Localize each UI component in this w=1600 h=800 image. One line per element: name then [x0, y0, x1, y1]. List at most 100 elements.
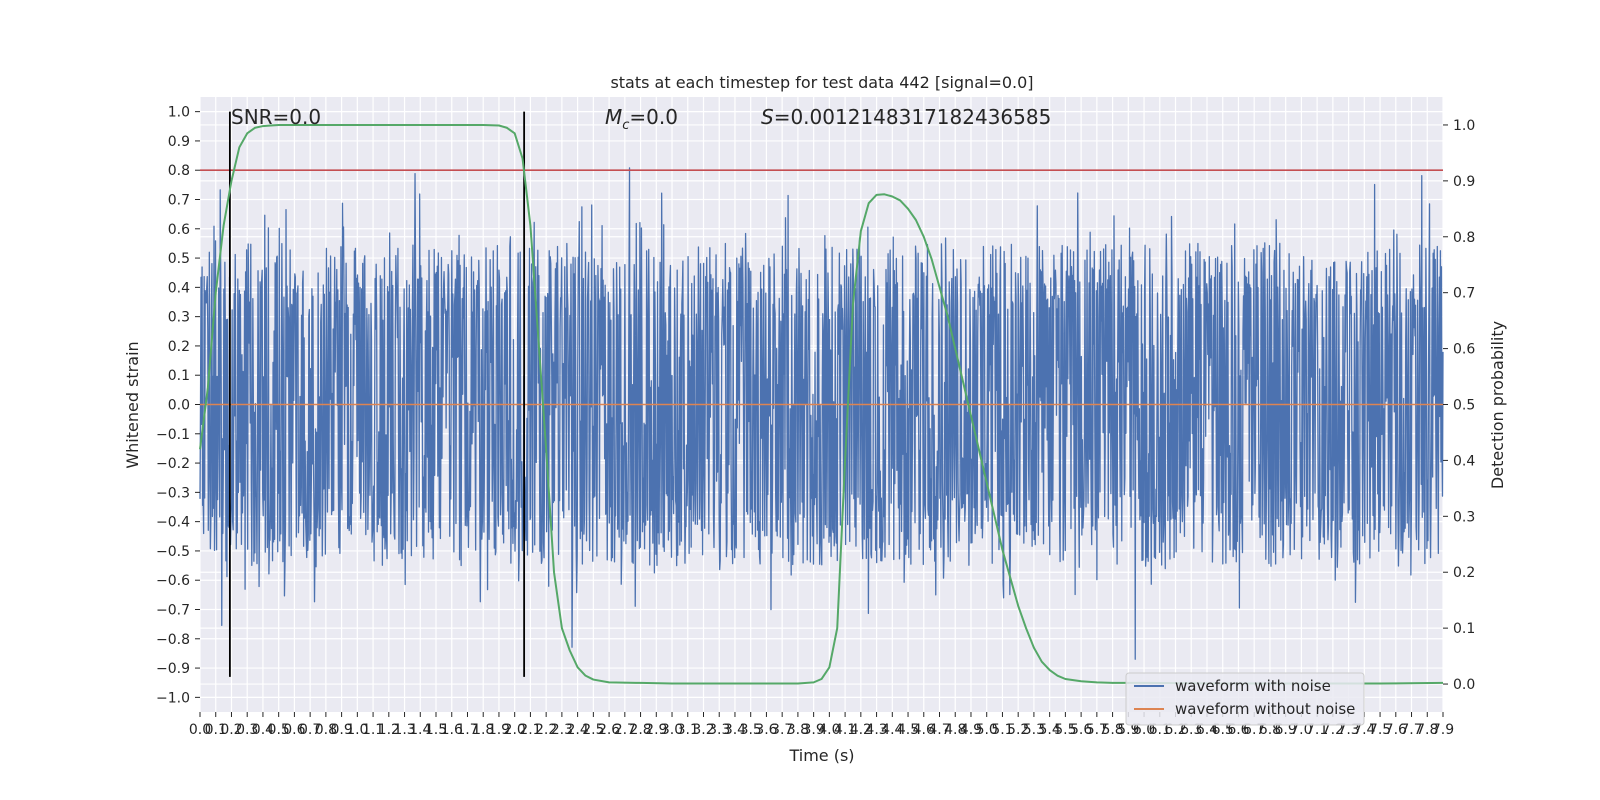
x-tick-label: 2.0	[504, 722, 526, 738]
x-tick-label: 4.9	[960, 722, 982, 738]
y-right-tick-label: 0.3	[1453, 509, 1475, 525]
x-tick-label: 7.3	[1337, 722, 1359, 738]
x-tick-label: 3.4	[724, 722, 746, 738]
x-tick-label: 6.2	[1164, 722, 1186, 738]
y-tick-label: −0.5	[156, 544, 190, 560]
series-waveform-with-noise	[199, 167, 1444, 660]
x-tick-label: 3.2	[692, 722, 714, 738]
x-tick-label: 1.3	[393, 722, 415, 738]
x-tick-label: 3.7	[771, 722, 793, 738]
annotation-mc: Mc=0.0	[605, 105, 678, 133]
x-tick-label: 6.3	[1180, 722, 1202, 738]
x-tick-label: 0.5	[268, 722, 290, 738]
y-tick-label: −0.2	[156, 456, 190, 472]
legend-box	[1125, 672, 1365, 726]
x-tick-label: 4.8	[944, 722, 966, 738]
y-tick-label: −0.6	[156, 573, 190, 589]
annotation-mc-value: =0.0	[629, 105, 678, 129]
x-tick-label: 2.3	[551, 722, 573, 738]
x-tick-label: 6.0	[1133, 722, 1155, 738]
x-tick-label: 7.6	[1385, 722, 1407, 738]
x-tick-label: 2.8	[629, 722, 651, 738]
vertical-markers	[228, 111, 526, 677]
y-right-tick-label: 0.0	[1453, 677, 1475, 693]
x-tick-label: 2.5	[582, 722, 604, 738]
y-tick-label: 0.7	[168, 193, 190, 209]
y-tick-label: −0.8	[156, 632, 190, 648]
annotation-s-value: =0.0012148317182436585	[774, 105, 1052, 129]
waveform-with-noise-line	[199, 167, 1444, 660]
x-tick-label: 1.8	[472, 722, 494, 738]
x-tick-label: 4.2	[850, 722, 872, 738]
x-tick-label: 2.7	[614, 722, 636, 738]
y-right-tick-label: 0.9	[1453, 174, 1475, 190]
x-tick-label: 2.4	[566, 722, 588, 738]
x-tick-label: 6.5	[1212, 722, 1234, 738]
y-tick-label: 0.2	[168, 339, 190, 355]
x-tick-label: 0.6	[283, 722, 305, 738]
y-tick-label: 0.9	[168, 134, 190, 150]
x-tick-label: 0.9	[330, 722, 352, 738]
y-tick-label: 0.6	[168, 222, 190, 238]
legend-label-clean: waveform without noise	[1175, 700, 1355, 718]
y-right-tick-label: 0.4	[1453, 453, 1475, 469]
x-tick-label: 0.1	[205, 722, 227, 738]
x-tick-label: 3.8	[787, 722, 809, 738]
x-tick-label: 1.4	[409, 722, 431, 738]
y-right-tick-label: 0.8	[1453, 230, 1475, 246]
x-tick-label: 4.4	[881, 722, 903, 738]
x-tick-label: 1.7	[456, 722, 478, 738]
x-tick-label: 5.6	[1070, 722, 1092, 738]
x-tick-label: 5.4	[1039, 722, 1061, 738]
x-tick-label: 3.3	[708, 722, 730, 738]
x-tick-label: 6.1	[1149, 722, 1171, 738]
y-tick-label: 0.4	[168, 280, 190, 296]
x-tick-label: 4.7	[928, 722, 950, 738]
y-right-tick-label: 0.5	[1453, 398, 1475, 414]
x-tick-label: 5.9	[1117, 722, 1139, 738]
x-tick-label: 4.0	[818, 722, 840, 738]
x-tick-label: 4.5	[897, 722, 919, 738]
x-tick-label: 6.7	[1243, 722, 1265, 738]
legend-label-noise: waveform with noise	[1175, 677, 1331, 695]
x-tick-label: 0.2	[220, 722, 242, 738]
y-right-tick-label: 0.2	[1453, 565, 1475, 581]
x-tick-label: 3.1	[677, 722, 699, 738]
annotation-mc-symbol: M	[605, 105, 622, 129]
x-tick-label: 5.8	[1101, 722, 1123, 738]
x-tick-label: 1.9	[488, 722, 510, 738]
y-tick-label: 0.8	[168, 163, 190, 179]
annotation-s: S=0.0012148317182436585	[761, 105, 1051, 129]
x-tick-label: 5.1	[991, 722, 1013, 738]
y-tick-label: −0.9	[156, 661, 190, 677]
x-tick-label: 5.3	[1023, 722, 1045, 738]
x-tick-label: 3.9	[803, 722, 825, 738]
x-tick-label: 7.4	[1353, 722, 1375, 738]
legend: waveform with noise waveform without noi…	[1125, 672, 1365, 726]
y-tick-label: 0.0	[168, 398, 190, 414]
y-tick-label: 0.5	[168, 251, 190, 267]
y-tick-label: −0.3	[156, 485, 190, 501]
x-tick-label: 7.2	[1322, 722, 1344, 738]
detection-probability-line	[199, 123, 1444, 685]
x-tick-label: 0.3	[236, 722, 258, 738]
x-tick-label: 7.7	[1400, 722, 1422, 738]
chart-title: stats at each timestep for test data 442…	[610, 73, 1033, 92]
x-tick-label: 3.0	[661, 722, 683, 738]
x-tick-label: 1.2	[378, 722, 400, 738]
x-tick-label: 4.1	[834, 722, 856, 738]
x-tick-label: 7.5	[1369, 722, 1391, 738]
y-tick-label: −0.4	[156, 515, 190, 531]
y-right-tick-label: 1.0	[1453, 118, 1475, 134]
y-tick-label: 0.1	[168, 368, 190, 384]
x-tick-label: 1.1	[362, 722, 384, 738]
x-tick-label: 4.6	[913, 722, 935, 738]
x-tick-label: 7.1	[1306, 722, 1328, 738]
x-tick-label: 7.9	[1432, 722, 1454, 738]
x-tick-label: 0.8	[315, 722, 337, 738]
x-tick-label: 2.9	[645, 722, 667, 738]
x-tick-label: 6.4	[1196, 722, 1218, 738]
annotation-s-symbol: S	[761, 105, 774, 129]
annotation-snr: SNR=0.0	[231, 105, 321, 129]
